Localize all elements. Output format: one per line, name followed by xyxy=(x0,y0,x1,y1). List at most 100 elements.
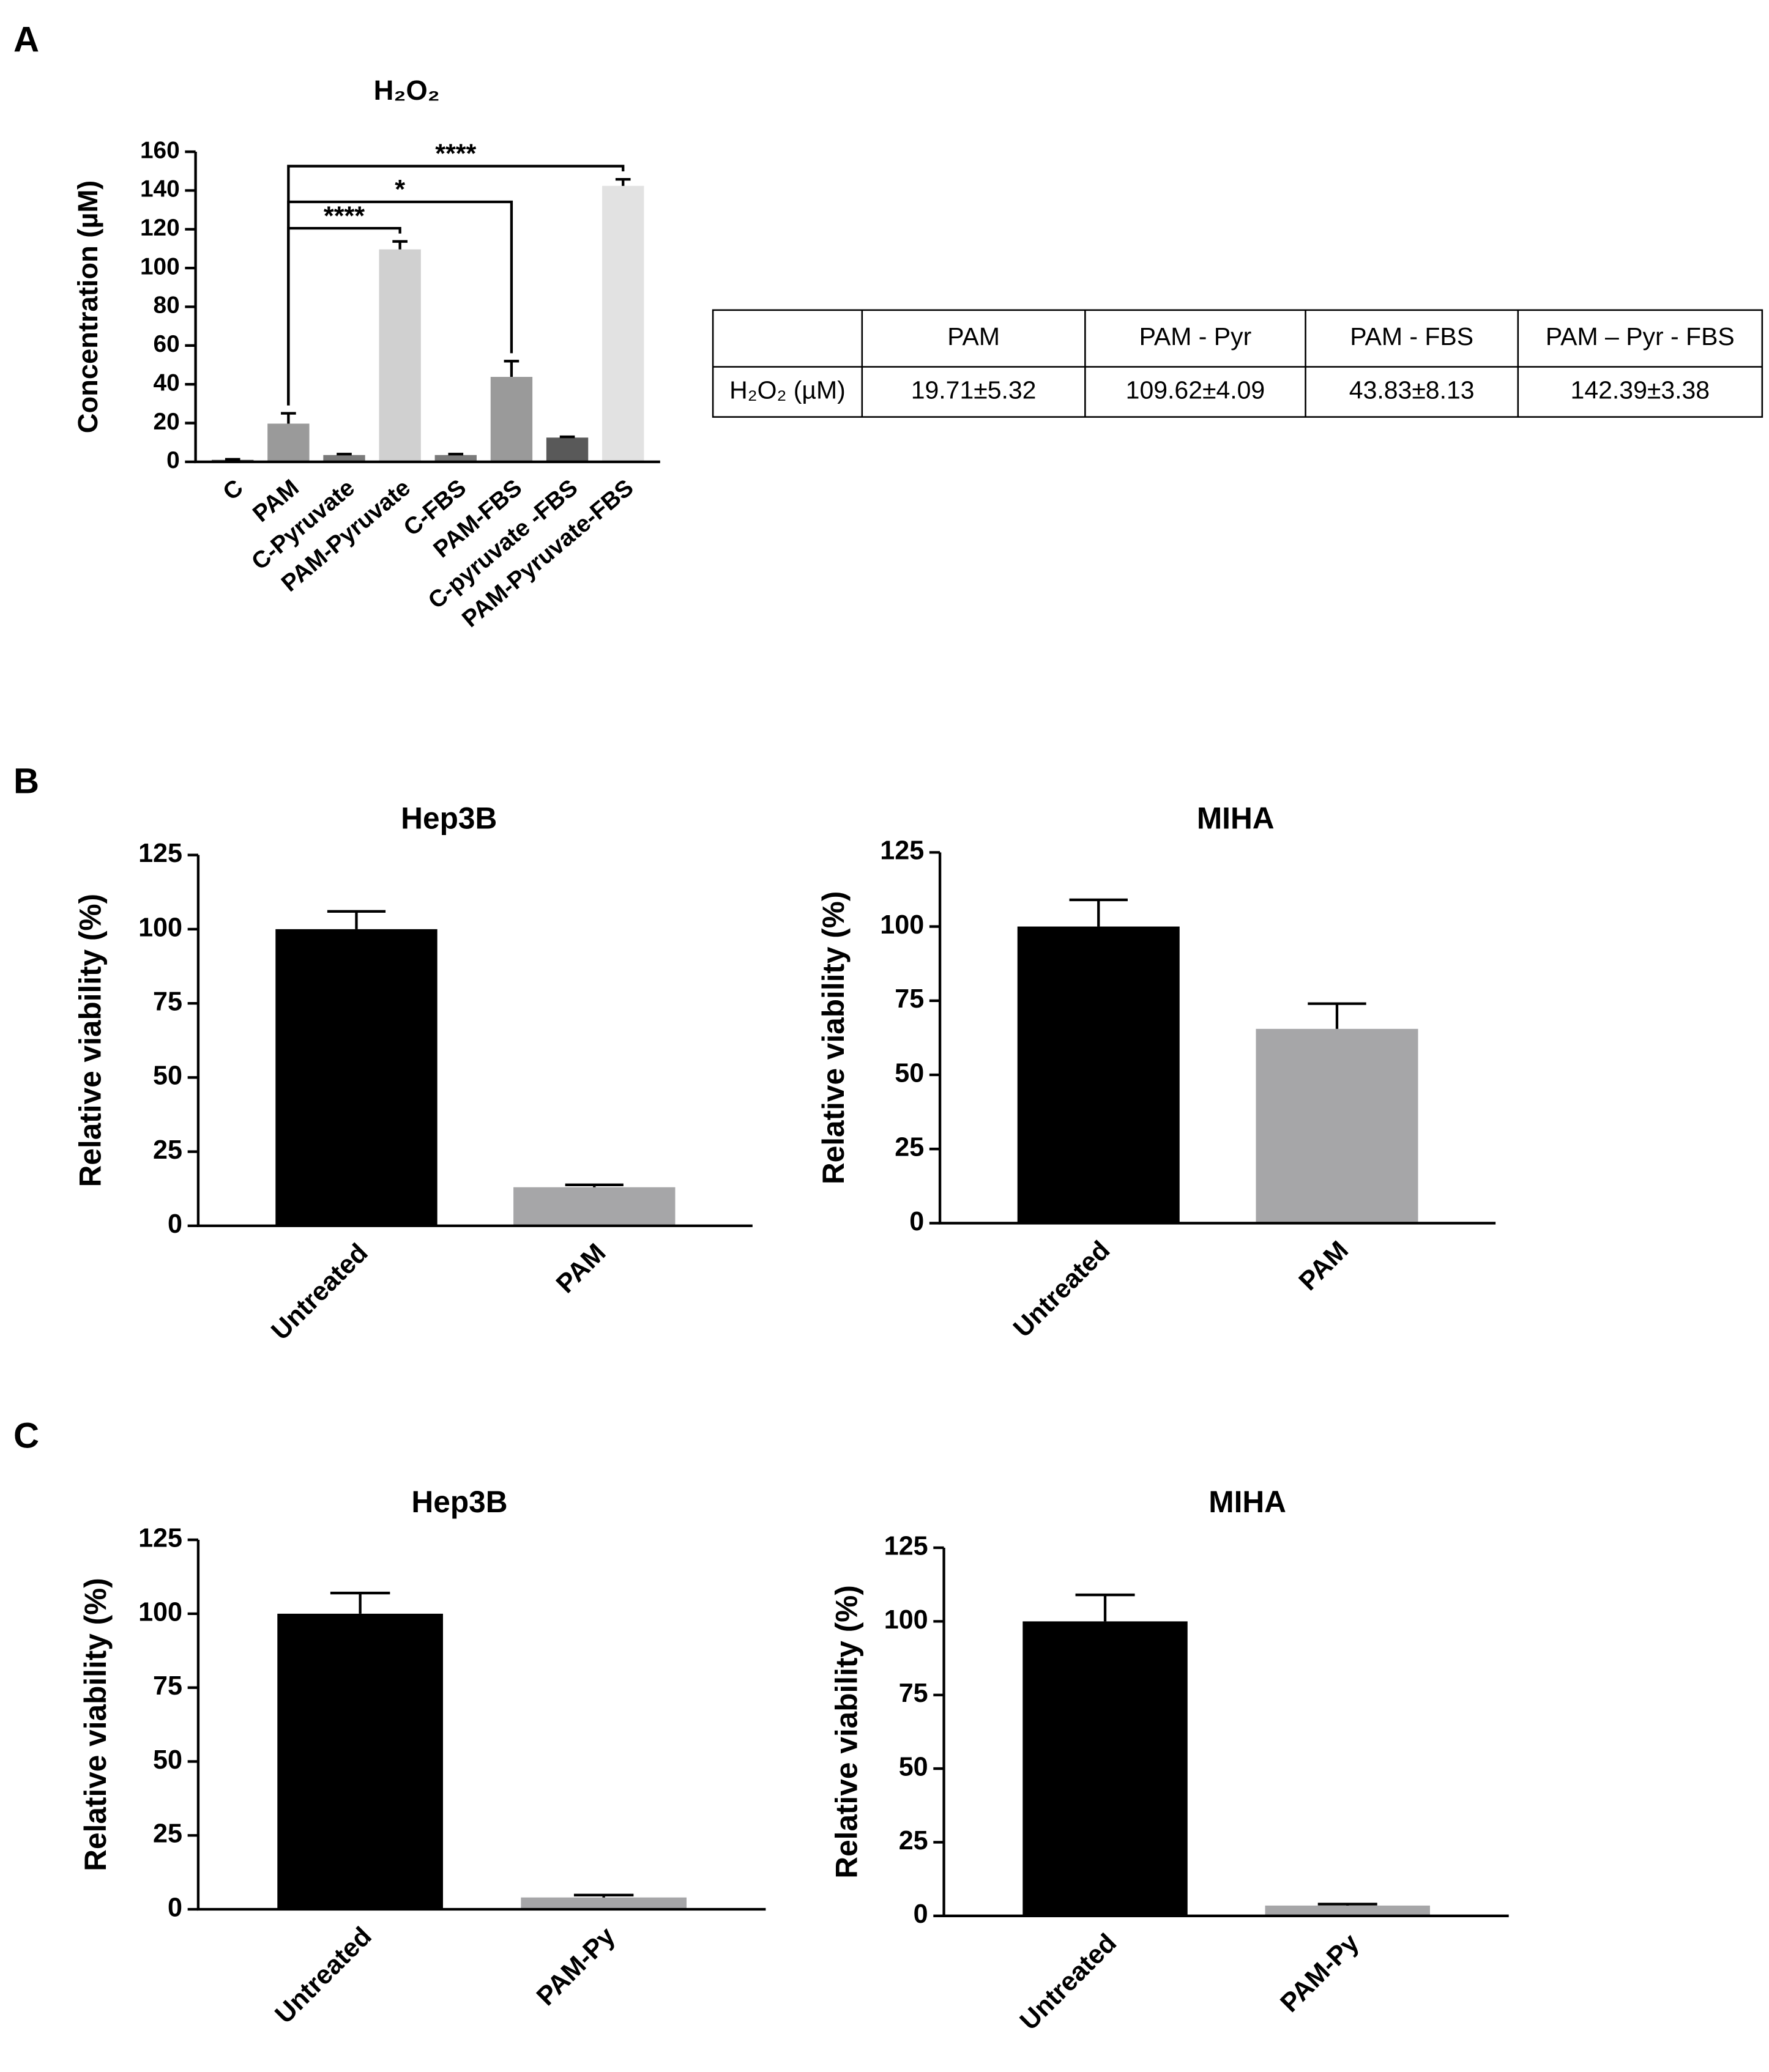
panel-label: A xyxy=(13,20,39,59)
y-tick-label: 20 xyxy=(154,409,180,435)
table-cell: 43.83±8.13 xyxy=(1349,376,1475,404)
y-tick-label: 0 xyxy=(168,1209,182,1239)
y-tick-label: 100 xyxy=(880,910,924,940)
x-tick-label: Untreated xyxy=(1015,1928,1122,2036)
y-tick-label: 100 xyxy=(884,1605,928,1635)
table-border xyxy=(712,309,1763,418)
bar xyxy=(513,1187,676,1226)
x-tick-label: Untreated xyxy=(266,1238,373,1346)
error-bar xyxy=(565,1183,624,1187)
table-header: PAM - FBS xyxy=(1350,322,1473,351)
x-tick-label: PAM xyxy=(551,1238,611,1299)
y-tick-label: 25 xyxy=(153,1819,182,1849)
y-tick-label: 0 xyxy=(166,447,180,473)
table-header: PAM – Pyr - FBS xyxy=(1546,322,1735,351)
bar xyxy=(379,249,421,462)
y-tick-label: 120 xyxy=(140,215,180,241)
axes xyxy=(938,852,1496,1225)
y-tick-label: 25 xyxy=(895,1133,924,1162)
chart-title: MIHA xyxy=(1209,1485,1286,1519)
y-tick-label: 0 xyxy=(914,1899,928,1929)
y-tick-label: 75 xyxy=(153,1671,182,1701)
y-tick-label: 50 xyxy=(895,1058,924,1088)
x-tick-label: PAM xyxy=(1294,1235,1354,1296)
axes xyxy=(196,1540,766,1911)
significance-label: **** xyxy=(435,139,476,169)
y-tick-label: 140 xyxy=(140,176,180,202)
x-tick-label: Untreated xyxy=(269,1922,377,2029)
x-tick-label: Untreated xyxy=(1008,1235,1115,1343)
y-tick-label: 0 xyxy=(168,1893,182,1922)
table-cell: 109.62±4.09 xyxy=(1126,376,1265,404)
y-tick-label: 40 xyxy=(154,369,180,396)
error-bar xyxy=(1075,1593,1135,1622)
y-tick-label: 125 xyxy=(880,836,924,866)
y-axis-label: Concentration (µM) xyxy=(72,180,103,433)
bar xyxy=(1022,1621,1188,1916)
error-bar xyxy=(504,360,520,377)
bar xyxy=(1256,1028,1418,1224)
y-tick-label: 50 xyxy=(153,1745,182,1775)
error-bar xyxy=(573,1893,634,1898)
y-tick-label: 160 xyxy=(140,137,180,163)
y-tick-label: 125 xyxy=(138,839,182,868)
y-tick-label: 50 xyxy=(153,1061,182,1091)
significance-label: * xyxy=(395,175,405,204)
bar xyxy=(275,929,438,1226)
bar xyxy=(434,455,477,462)
x-tick-label: PAM-Py xyxy=(531,1922,621,2011)
error-bar xyxy=(1317,1903,1377,1906)
y-axis-label: Relative viability (%) xyxy=(73,894,107,1187)
y-tick-label: 125 xyxy=(138,1523,182,1553)
y-tick-label: 50 xyxy=(899,1752,928,1781)
x-tick-label: PAM-Py xyxy=(1275,1928,1365,2018)
y-tick-label: 75 xyxy=(899,1679,928,1708)
panel-label: B xyxy=(13,762,39,801)
chart-title: Hep3B xyxy=(411,1485,507,1519)
y-tick-label: 60 xyxy=(154,331,180,357)
y-tick-label: 75 xyxy=(153,987,182,1016)
y-tick-label: 80 xyxy=(154,292,180,319)
axes xyxy=(196,855,753,1227)
chart-title: H₂O₂ xyxy=(374,75,440,106)
significance-label: **** xyxy=(324,201,365,231)
y-tick-label: 125 xyxy=(884,1531,928,1561)
y-tick-label: 100 xyxy=(138,913,182,942)
axes xyxy=(942,1548,1509,1917)
y-tick-label: 100 xyxy=(138,1597,182,1627)
table-cell: H₂O₂ (µM) xyxy=(729,376,846,404)
bar xyxy=(521,1897,687,1910)
bar xyxy=(277,1613,443,1910)
bar xyxy=(602,185,644,462)
table-header: PAM - Pyr xyxy=(1139,322,1252,351)
table-header: PAM xyxy=(947,322,1000,351)
error-bar xyxy=(327,910,386,929)
error-bar xyxy=(1308,1002,1366,1029)
error-bar xyxy=(448,453,464,456)
y-tick-label: 25 xyxy=(153,1135,182,1165)
bar xyxy=(1017,926,1180,1224)
y-axis-label: Relative viability (%) xyxy=(829,1585,863,1879)
panel-label: C xyxy=(13,1416,39,1455)
y-tick-label: 100 xyxy=(140,253,180,280)
bar xyxy=(490,377,533,462)
bar xyxy=(1265,1905,1430,1916)
x-tick-label: C xyxy=(218,475,248,506)
error-bar xyxy=(615,177,631,186)
table-cell: 142.39±3.38 xyxy=(1571,376,1710,404)
error-bar xyxy=(225,458,240,461)
y-axis-label: Relative viability (%) xyxy=(816,891,851,1185)
table-cell: 19.71±5.32 xyxy=(911,376,1037,404)
y-axis-label: Relative viability (%) xyxy=(78,1578,113,1871)
bar xyxy=(323,455,365,462)
error-bar xyxy=(330,1591,390,1614)
y-tick-label: 75 xyxy=(895,984,924,1014)
error-bar xyxy=(337,453,352,456)
significance-bracket xyxy=(287,165,625,406)
error-bar xyxy=(392,240,408,250)
bar xyxy=(267,423,310,462)
axes xyxy=(194,152,660,464)
error-bar xyxy=(1069,898,1128,927)
